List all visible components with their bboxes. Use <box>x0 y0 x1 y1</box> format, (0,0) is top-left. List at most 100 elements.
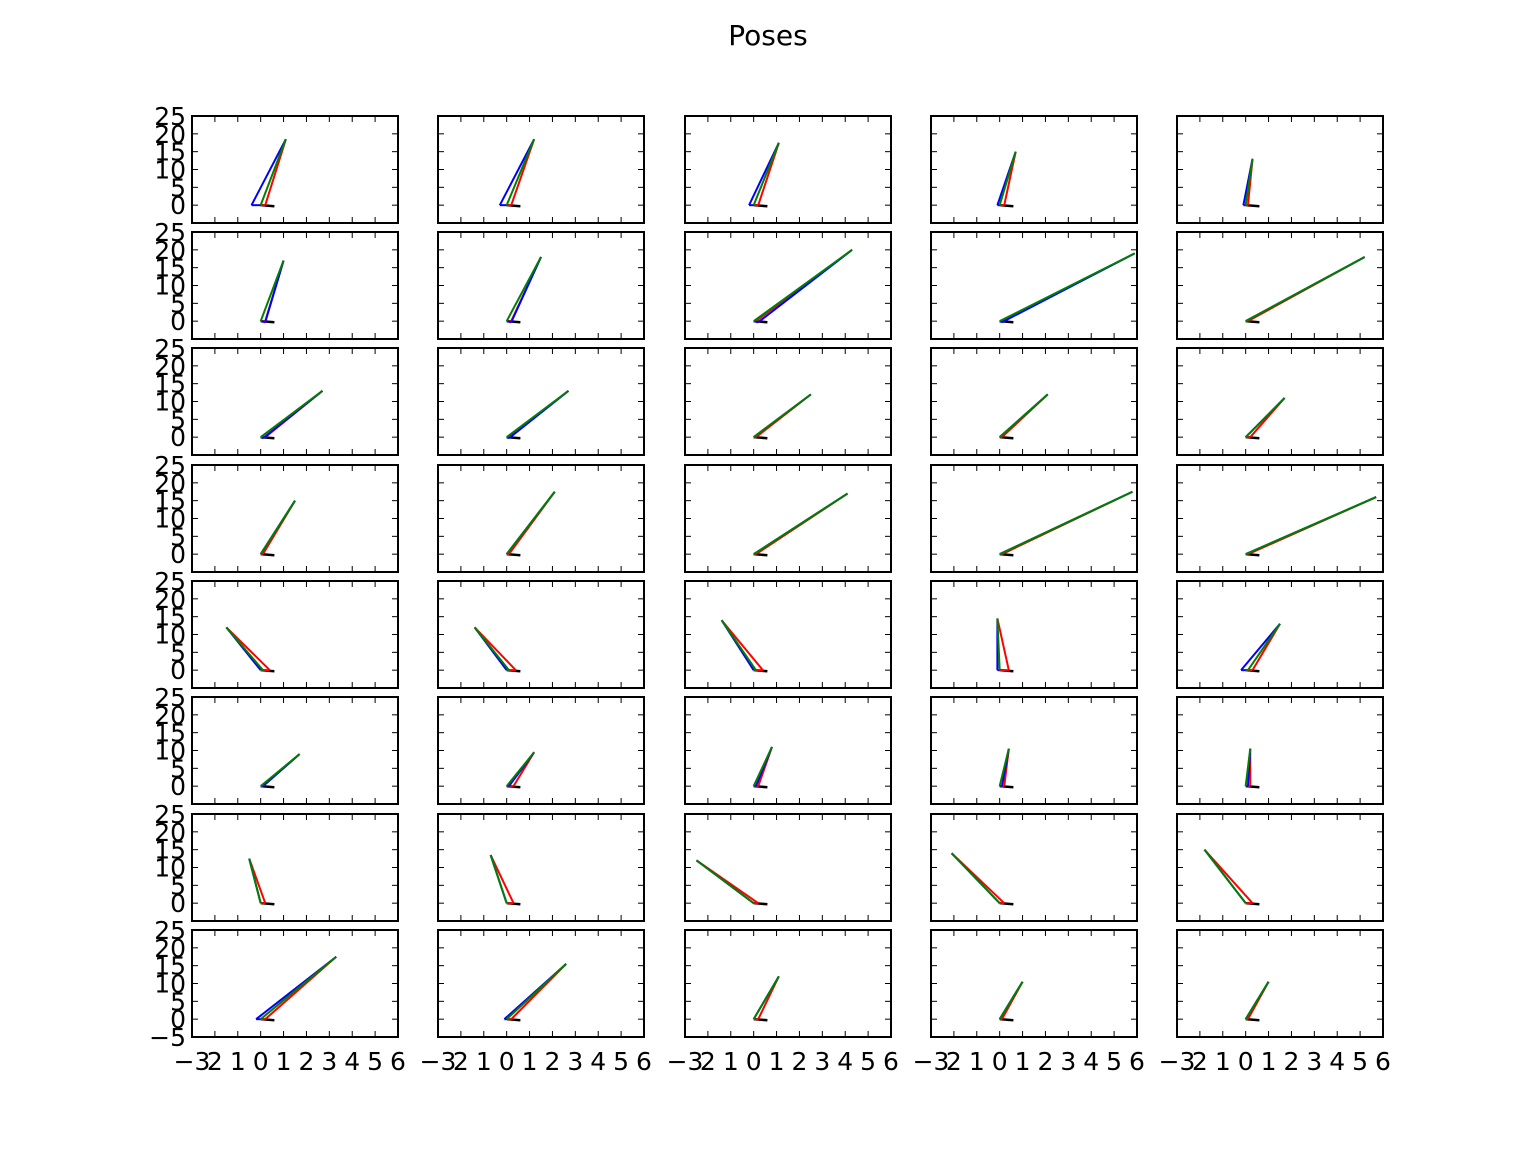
y-tick-label: 0 <box>170 307 186 336</box>
y-tick-label: 20 <box>154 236 186 265</box>
subplot-frame <box>191 929 399 1038</box>
y-tick-label: 15 <box>154 952 186 981</box>
green-pose-segment <box>505 491 556 555</box>
x-tick-label: 3 <box>814 1047 830 1076</box>
y-tick-label: 10 <box>154 621 186 650</box>
y-tick-label: 20 <box>154 469 186 498</box>
y-tick-label: 5 <box>170 522 186 551</box>
y-tick-label: 20 <box>154 701 186 730</box>
x-tick-label: 2 <box>946 1047 962 1076</box>
x-tick-label: 1 <box>522 1047 538 1076</box>
subplot-frame <box>684 231 892 340</box>
y-tick-label: 20 <box>154 934 186 963</box>
x-tick-label: −3 <box>1159 1047 1196 1076</box>
green-pose-segment <box>248 858 262 904</box>
subplot-frame <box>191 347 399 456</box>
y-tick-label: 15 <box>154 138 186 167</box>
subplot <box>684 347 892 456</box>
green-pose-segment <box>999 252 1136 323</box>
y-tick-label: 15 <box>154 370 186 399</box>
green-pose-segment <box>753 393 812 438</box>
subplot-frame <box>191 231 399 340</box>
subplot <box>930 464 1138 573</box>
subplot-frame <box>1176 115 1384 224</box>
subplot: −32 1 0 1 2 3 4 5 6 <box>1159 929 1391 1076</box>
x-tick-label: 5 <box>1106 1047 1122 1076</box>
subplot-frame <box>191 580 399 689</box>
x-tick-label: 2 <box>1037 1047 1053 1076</box>
green-pose-segment <box>752 975 780 1020</box>
green-pose-segment <box>999 393 1049 438</box>
subplot-frame <box>191 696 399 805</box>
y-tick-label: 25 <box>154 916 186 945</box>
x-tick-label: 4 <box>837 1047 853 1076</box>
y-tick-label: 0 <box>170 656 186 685</box>
x-tick-label: 6 <box>636 1047 652 1076</box>
x-tick-label: 2 <box>298 1047 314 1076</box>
red-pose-segment <box>996 618 1010 671</box>
subplot <box>1176 347 1384 456</box>
x-tick-label: 2 <box>453 1047 469 1076</box>
y-tick-label: 15 <box>154 836 186 865</box>
subplot <box>684 231 892 340</box>
subplot-frame <box>437 115 645 224</box>
y-tick-label: 5 <box>170 754 186 783</box>
x-tick-label: 4 <box>344 1047 360 1076</box>
subplot-frame <box>1176 813 1384 922</box>
green-pose-segment <box>720 619 757 671</box>
x-tick-label: 1 <box>769 1047 785 1076</box>
green-pose-segment <box>1244 748 1252 787</box>
x-tick-label: 1 <box>1261 1047 1277 1076</box>
figure-title: Poses <box>728 19 807 52</box>
x-tick-label: −3 <box>667 1047 704 1076</box>
subplot <box>437 464 645 573</box>
subplot-frame <box>930 115 1138 224</box>
subplot-frame <box>930 580 1138 689</box>
subplot-frame <box>191 115 399 224</box>
green-pose-segment <box>752 142 780 206</box>
x-tick-label: 1 <box>1215 1047 1231 1076</box>
blue-pose-segment <box>250 138 287 206</box>
green-pose-segment <box>1245 256 1366 323</box>
x-tick-label: 4 <box>1083 1047 1099 1076</box>
y-tick-label: 0 <box>170 772 186 801</box>
x-tick-label: 3 <box>321 1047 337 1076</box>
x-tick-label: 2 <box>1192 1047 1208 1076</box>
subplot <box>1176 696 1384 805</box>
subplot-frame <box>1176 696 1384 805</box>
subplot-frame <box>684 580 892 689</box>
subplot <box>930 347 1138 456</box>
green-pose-segment <box>1245 496 1377 556</box>
x-tick-label: 0 <box>746 1047 762 1076</box>
subplot <box>930 231 1138 340</box>
subplot-frame <box>930 696 1138 805</box>
x-tick-label: 1 <box>276 1047 292 1076</box>
green-pose-segment <box>505 138 536 206</box>
green-pose-segment <box>505 751 535 787</box>
green-pose-segment <box>753 249 853 322</box>
y-tick-label: 10 <box>154 970 186 999</box>
y-tick-label: 20 <box>154 818 186 847</box>
subplot-frame <box>1176 929 1384 1038</box>
y-tick-label: 0 <box>170 889 186 918</box>
green-pose-segment <box>473 626 510 671</box>
green-pose-segment <box>998 981 1024 1020</box>
x-tick-label: 1 <box>1015 1047 1031 1076</box>
subplot-frame <box>437 929 645 1038</box>
subplot-frame <box>684 696 892 805</box>
green-pose-segment <box>1203 849 1247 904</box>
subplot-frame <box>1176 347 1384 456</box>
x-tick-label: 2 <box>791 1047 807 1076</box>
x-tick-label: 2 <box>1283 1047 1299 1076</box>
green-pose-segment <box>259 260 285 322</box>
subplot: −32 1 0 1 2 3 4 5 6 <box>913 929 1145 1076</box>
y-tick-label: 15 <box>154 719 186 748</box>
green-pose-segment <box>998 748 1010 787</box>
x-tick-label: −3 <box>420 1047 457 1076</box>
x-tick-label: 0 <box>992 1047 1008 1076</box>
